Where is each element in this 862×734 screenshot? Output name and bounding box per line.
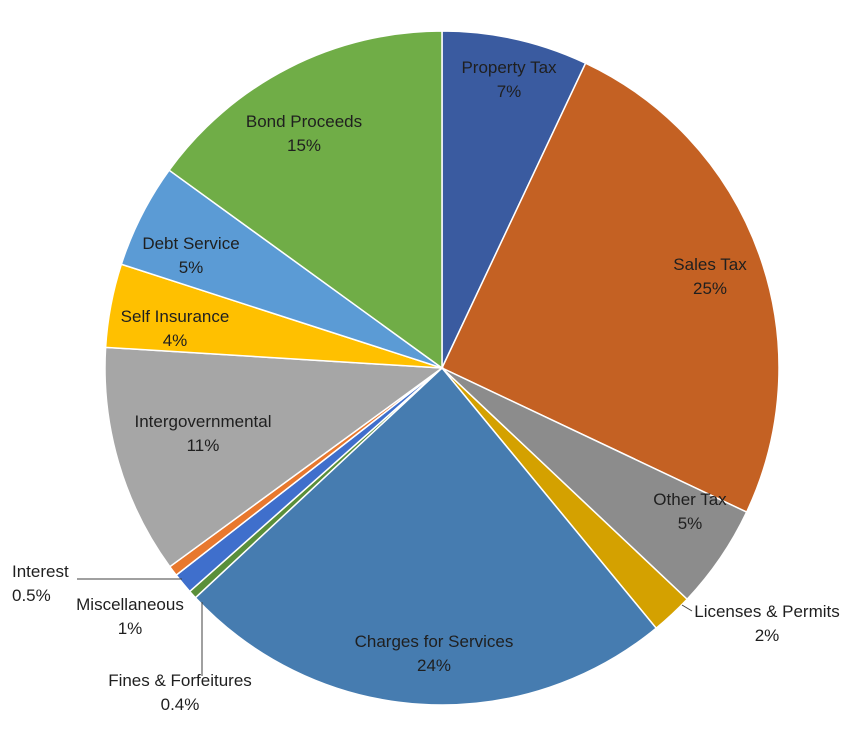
slice-property-tax xyxy=(441,30,587,369)
label-sales-tax: Sales Tax xyxy=(673,255,747,274)
label-bond-proceeds: Bond Proceeds xyxy=(246,112,362,131)
percent-interest: 0.5% xyxy=(12,586,51,605)
leader-lines xyxy=(77,578,693,676)
slice-charges-for-services xyxy=(194,366,658,706)
label-miscellaneous: Miscellaneous xyxy=(76,595,184,614)
percent-bond-proceeds: 15% xyxy=(287,136,321,155)
leader-licenses-and-permits xyxy=(681,604,693,612)
label-licenses-and-permits: Licenses & Permits xyxy=(694,602,840,621)
percent-sales-tax: 25% xyxy=(693,279,727,298)
label-fines-and-forfeitures: Fines & Forfeitures xyxy=(108,671,252,690)
label-interest: Interest xyxy=(12,562,69,581)
percent-charges-for-services: 24% xyxy=(417,656,451,675)
percent-licenses-and-permits: 2% xyxy=(755,626,780,645)
percent-other-tax: 5% xyxy=(678,514,703,533)
slice-bond-proceeds xyxy=(168,30,443,370)
percent-miscellaneous: 1% xyxy=(118,619,143,638)
label-property-tax: Property Tax xyxy=(461,58,557,77)
percent-debt-service: 5% xyxy=(179,258,204,277)
pie-slices xyxy=(104,30,780,706)
percent-self-insurance: 4% xyxy=(163,331,188,350)
label-intergovernmental: Intergovernmental xyxy=(134,412,271,431)
label-debt-service: Debt Service xyxy=(142,234,239,253)
label-other-tax: Other Tax xyxy=(653,490,727,509)
label-self-insurance: Self Insurance xyxy=(121,307,230,326)
percent-intergovernmental: 11% xyxy=(187,436,220,455)
slice-labels: Property Tax 7% Sales Tax 25% Other Tax 5% Lic… xyxy=(12,58,840,714)
percent-fines-and-forfeitures: 0.4% xyxy=(161,695,200,714)
slice-intergovernmental xyxy=(104,346,445,568)
percent-property-tax: 7% xyxy=(497,82,522,101)
label-charges-for-services: Charges for Services xyxy=(355,632,514,651)
slice-sales-tax xyxy=(441,62,780,514)
